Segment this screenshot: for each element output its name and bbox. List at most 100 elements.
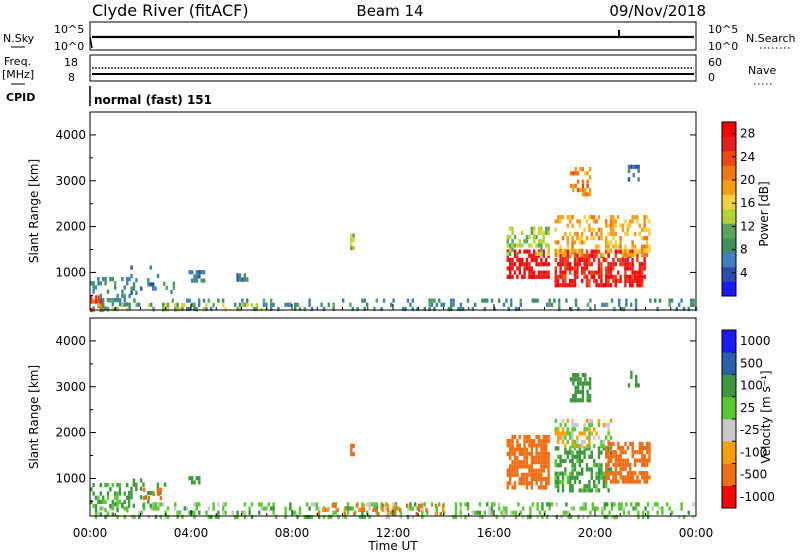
velocity-cell xyxy=(99,512,102,517)
velocity-cell xyxy=(600,450,603,455)
velocity-cell xyxy=(533,443,536,448)
power-colorbar-tick-label: 28 xyxy=(740,127,755,141)
power-cell xyxy=(246,277,249,282)
velocity-cell xyxy=(581,471,584,476)
velocity-cell xyxy=(607,450,610,455)
velocity-cell xyxy=(250,502,254,507)
velocity-cell xyxy=(511,485,514,490)
velocity-cell xyxy=(326,507,330,512)
power-cell xyxy=(243,273,247,278)
velocity-cell xyxy=(466,506,470,511)
velocity-cell xyxy=(127,495,131,500)
velocity-cell xyxy=(597,423,601,428)
power-cell xyxy=(452,298,455,303)
velocity-cell xyxy=(613,514,616,520)
velocity-cell xyxy=(104,499,107,504)
velocity-cell xyxy=(597,450,601,455)
power-cell xyxy=(202,298,206,303)
power-cell xyxy=(126,302,129,307)
power-cell xyxy=(530,230,533,235)
power-cell xyxy=(614,244,617,249)
power-cell xyxy=(569,278,572,284)
power-cell xyxy=(535,251,538,256)
velocity-cell xyxy=(554,475,557,480)
velocity-cell xyxy=(573,423,577,428)
velocity-cell xyxy=(506,439,509,444)
power-cell xyxy=(123,298,126,303)
power-cell xyxy=(97,299,100,304)
power-cell xyxy=(174,307,177,312)
power-cell xyxy=(558,302,561,307)
power-cell xyxy=(265,302,268,307)
power-cell xyxy=(609,231,613,237)
velocity-cell xyxy=(588,394,592,399)
velocity-cell xyxy=(542,460,545,465)
power-cell xyxy=(509,257,512,263)
velocity-cell xyxy=(578,431,581,436)
velocity-cell xyxy=(528,468,531,473)
power-cell xyxy=(102,277,105,282)
velocity-cell xyxy=(593,479,596,485)
velocity-cell xyxy=(530,439,533,444)
velocity-cell xyxy=(571,431,574,436)
velocity-colorbar-tick-label: -1000 xyxy=(740,490,775,504)
velocity-cell xyxy=(581,394,585,399)
velocity-cell xyxy=(569,398,573,403)
velocity-colorbar-segment xyxy=(722,485,736,509)
velocity-cell xyxy=(569,488,572,493)
power-cell xyxy=(619,257,622,263)
velocity-colorbar-segment xyxy=(722,463,736,487)
velocity-cell xyxy=(651,506,654,511)
velocity-cell xyxy=(130,486,133,491)
velocity-cell xyxy=(397,506,400,511)
velocity-cell xyxy=(531,502,534,507)
power-cell xyxy=(176,307,179,312)
power-cell xyxy=(547,226,550,231)
power-cell xyxy=(692,298,695,303)
velocity-cell xyxy=(94,495,98,500)
velocity-cell xyxy=(118,483,122,488)
power-cell xyxy=(128,302,131,307)
velocity-cell xyxy=(523,451,526,456)
velocity-cell xyxy=(646,514,650,520)
power-cell xyxy=(238,273,242,278)
velocity-cell xyxy=(612,441,615,446)
power-cell xyxy=(466,298,470,303)
velocity-cell xyxy=(597,479,601,485)
velocity-cell xyxy=(366,502,369,507)
velocity-cell xyxy=(571,435,574,440)
velocity-cell xyxy=(570,506,573,511)
power-cell xyxy=(195,307,198,312)
velocity-cell xyxy=(666,502,669,507)
velocity-cell xyxy=(579,377,582,382)
velocity-colorbar-segment xyxy=(722,374,736,398)
velocity-cell xyxy=(597,467,601,472)
velocity-cell xyxy=(296,514,299,520)
velocity-cell xyxy=(586,394,589,399)
power-cell xyxy=(126,277,129,282)
velocity-cell xyxy=(641,450,644,455)
power-cell xyxy=(236,273,239,278)
power-cell xyxy=(262,298,266,303)
power-cell xyxy=(605,266,608,271)
velocity-cell xyxy=(584,381,587,386)
velocity-colorbar-segment xyxy=(722,419,736,442)
velocity-cell xyxy=(260,506,263,511)
velocity-cell xyxy=(406,506,410,511)
velocity-cell xyxy=(625,502,628,507)
velocity-cell xyxy=(380,502,383,507)
velocity-cell xyxy=(540,455,543,461)
power-cell xyxy=(128,306,131,311)
power-cell xyxy=(648,227,651,232)
power-colorbar-segment xyxy=(722,194,736,210)
power-cell xyxy=(559,274,562,279)
velocity-cell xyxy=(523,476,526,482)
velocity-cell xyxy=(394,503,397,508)
velocity-cell xyxy=(581,398,585,403)
power-cell xyxy=(576,253,579,258)
velocity-cell xyxy=(541,506,544,511)
power-cell xyxy=(578,252,581,258)
velocity-cell xyxy=(583,431,586,436)
power-cell xyxy=(561,283,565,288)
power-cell xyxy=(588,278,591,284)
